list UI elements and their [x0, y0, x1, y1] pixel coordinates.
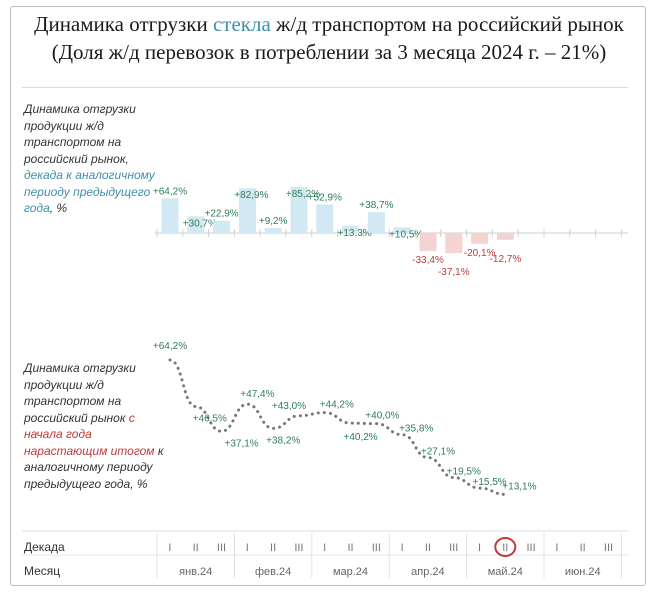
title-divider: [22, 87, 628, 88]
bar-value-label: -33,4%: [412, 255, 444, 266]
current-decade-highlight: [494, 537, 517, 557]
bar-value-label: +85,2%: [286, 189, 320, 200]
decade-label: I: [478, 542, 481, 554]
bar-value-label: +38,7%: [359, 200, 393, 211]
bar-value-label: +52,9%: [308, 192, 342, 203]
line-value-label: +38,2%: [266, 435, 300, 446]
title-part-after: ж/д транспортом на российский рынок: [270, 12, 624, 36]
bar-value-label: -12,7%: [490, 254, 522, 265]
bar-value-label: -20,1%: [464, 248, 496, 259]
line-value-label: +64,2%: [153, 341, 187, 352]
bar: [187, 216, 205, 233]
line-label-text: Динамика отгрузки продукции ж/д транспор…: [24, 361, 136, 425]
bar-value-label: +64,2%: [153, 186, 187, 197]
bar-value-label: +10,5%: [389, 229, 423, 240]
line-value-label: +13,1%: [502, 481, 536, 492]
month-label: мар.24: [333, 566, 368, 578]
decade-axis-title: Декада: [24, 540, 65, 554]
decade-label: I: [401, 542, 404, 554]
month-label: апр.24: [411, 566, 444, 578]
month-label: фев.24: [255, 566, 291, 578]
bar: [496, 233, 514, 240]
line-value-label: +35,8%: [399, 424, 433, 435]
bar-chart-label: Динамика отгрузки продукции ж/д транспор…: [24, 101, 164, 217]
decade-label: I: [168, 542, 171, 554]
line-value-label: +44,2%: [320, 400, 354, 411]
line-value-label: +19,5%: [447, 467, 481, 478]
decade-label: I: [246, 542, 249, 554]
decade-label: II: [502, 542, 508, 554]
bar: [367, 212, 385, 233]
line-value-label: +37,1%: [224, 438, 258, 449]
decade-label: II: [425, 542, 431, 554]
bar-value-label: +9,2%: [259, 216, 288, 227]
bar: [213, 220, 231, 233]
bar-label-suffix: , %: [49, 201, 68, 215]
bar-label-text: Динамика отгрузки продукции ж/д транспор…: [24, 102, 136, 166]
line-value-label: +46,5%: [193, 414, 227, 425]
month-axis-title: Месяц: [24, 564, 61, 578]
bar: [161, 198, 179, 233]
decade-label: I: [555, 542, 558, 554]
decade-label: I: [323, 542, 326, 554]
bar-value-label: -37,1%: [438, 267, 470, 278]
decade-label: III: [449, 542, 458, 554]
bar: [393, 227, 411, 233]
title-part-before: Динамика отгрузки: [34, 12, 213, 36]
bar: [264, 228, 282, 233]
decade-label: III: [294, 542, 303, 554]
line-label-accent: с начала года нарастающим итогом: [24, 410, 155, 458]
decade-label: III: [217, 542, 226, 554]
decade-label: III: [372, 542, 381, 554]
decade-label: II: [347, 542, 353, 554]
bar: [342, 225, 360, 233]
bar-value-label: +22,9%: [204, 209, 238, 220]
bar: [316, 204, 334, 233]
line-label-suffix: к аналогичному периоду предыдущего года,…: [24, 443, 164, 491]
bar: [419, 233, 437, 252]
bar-value-label: +30,7%: [183, 218, 217, 229]
title-line-1: Динамика отгрузки стекла ж/д транспортом…: [0, 10, 658, 38]
month-label: май.24: [488, 566, 523, 578]
decade-label: II: [580, 542, 586, 554]
decade-label: III: [604, 542, 613, 554]
bar: [290, 186, 308, 233]
line-value-label: +43,0%: [272, 401, 306, 412]
line-value-label: +47,4%: [240, 389, 274, 400]
line-value-label: +27,1%: [421, 447, 455, 458]
line-value-label: +40,2%: [343, 432, 377, 443]
bar-label-accent: декада к аналогичному периоду предыдущег…: [24, 168, 155, 215]
bar: [238, 188, 256, 233]
line-chart-label: Динамика отгрузки продукции ж/д транспор…: [24, 360, 164, 492]
decade-label: II: [270, 542, 276, 554]
decade-label: III: [527, 542, 536, 554]
line-value-label: +40,0%: [365, 411, 399, 422]
bar: [471, 233, 489, 244]
bar: [445, 233, 463, 254]
title-line-2: (Доля ж/д перевозок в потреблении за 3 м…: [51, 40, 607, 64]
chart-frame: [10, 6, 646, 586]
month-label: янв.24: [179, 566, 212, 578]
bar-value-label: +13,3%: [337, 228, 371, 239]
line-value-label: +15,5%: [472, 477, 506, 488]
decade-label: II: [193, 542, 199, 554]
title-accent: стекла: [212, 12, 271, 36]
chart-title: Динамика отгрузки стекла ж/д транспортом…: [0, 10, 658, 66]
month-label: июн.24: [565, 566, 601, 578]
cumulative-line: [168, 358, 507, 496]
bar-value-label: +82,9%: [234, 190, 268, 201]
